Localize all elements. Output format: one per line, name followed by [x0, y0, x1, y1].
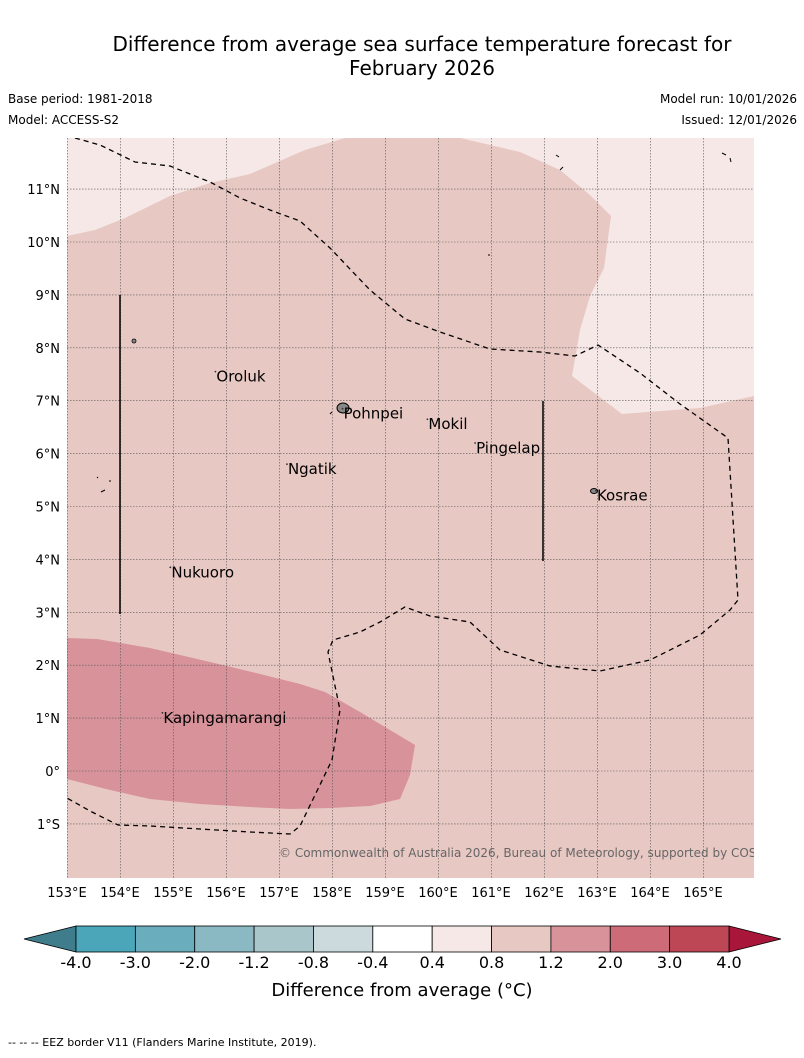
longitude-label: 162°E: [524, 886, 564, 901]
latitude-label: 1°S: [37, 818, 60, 833]
colorbar-low-extension: [23, 925, 77, 953]
place-marker: [426, 418, 429, 421]
colorbar: -4.0 -3.0 -2.0 -1.2 -0.8 -0.4 0.4 0.8 1.2 2.0 3.0 4…: [23, 925, 782, 972]
longitude-label: 158°E: [312, 886, 352, 901]
colorbar-segment: [431, 925, 492, 953]
colorbar-tick-label: 0.8: [479, 953, 504, 972]
islet-cluster: [96, 476, 111, 493]
colorbar-tick-label: -1.2: [238, 953, 269, 972]
colorbar-tick-label: 3.0: [657, 953, 682, 972]
colorbar-tick-label: 0.4: [419, 953, 444, 972]
place-marker: [341, 407, 344, 410]
place-marker: [161, 711, 164, 714]
longitude-label: 164°E: [630, 886, 670, 901]
colorbar-segment: [491, 925, 552, 953]
place-label: Ngatik: [288, 460, 337, 478]
colorbar-segment: [609, 925, 671, 953]
islet-cluster-2: [329, 152, 732, 415]
latitude-label: 6°N: [36, 448, 61, 463]
latitude-label: 7°N: [36, 395, 61, 410]
title-line-2: February 2026: [349, 56, 495, 80]
colorbar-label: Difference from average (°C): [271, 980, 533, 1001]
axis-labels: 11°N 10°N 9°N 8°N 7°N 6°N 5°N 4°N 3°N 2°N 1°N 0° 1°S…: [27, 183, 723, 901]
place-label: Mokil: [428, 415, 467, 433]
colorbar-tick-label: 4.0: [716, 953, 741, 972]
issued-date: Issued: 12/01/2026: [681, 113, 797, 127]
colorbar-tick-label: -2.0: [179, 953, 210, 972]
place-marker: [474, 442, 476, 444]
colorbar-segment: [134, 925, 196, 953]
longitude-label: 159°E: [365, 886, 405, 901]
title-line-1: Difference from average sea surface temp…: [112, 32, 732, 56]
kosrae-island: [590, 488, 598, 494]
colorbar-tick-label: -0.8: [298, 953, 329, 972]
latitude-label: 2°N: [36, 659, 61, 674]
colorbar-tick-label: 1.2: [538, 953, 563, 972]
latitude-label: 5°N: [36, 501, 61, 516]
base-period: Base period: 1981-2018: [8, 92, 153, 106]
place-label: Nukuoro: [171, 563, 234, 581]
colorbar-segment: [372, 925, 433, 953]
latitude-label: 8°N: [36, 342, 61, 357]
place-label: Oroluk: [216, 368, 265, 386]
colorbar-high-extension: [728, 925, 782, 953]
colorbar-segment: [253, 925, 314, 953]
longitude-label: 153°E: [47, 886, 87, 901]
latitude-label: 10°N: [27, 236, 60, 251]
colorbar-segment: [550, 925, 611, 953]
colorbar-tick-label: 2.0: [598, 953, 623, 972]
place-label: Kapingamarangi: [163, 709, 286, 727]
place-marker: [595, 489, 597, 492]
colorbar-tick-label: -3.0: [120, 953, 151, 972]
place-label: Kosrae: [597, 487, 648, 505]
colorbar-segment: [313, 925, 374, 953]
place-marker: [169, 566, 172, 569]
colorbar-tick-label: -0.4: [357, 953, 388, 972]
longitude-label: 163°E: [577, 886, 617, 901]
latitude-label: 3°N: [36, 606, 61, 621]
place-marker: [286, 463, 288, 466]
place-label: Pingelap: [476, 439, 540, 457]
longitude-label: 161°E: [471, 886, 511, 901]
islet: [131, 338, 137, 344]
longitude-label: 155°E: [153, 886, 193, 901]
copyright-text: © Commonwealth of Australia 2026, Bureau…: [279, 846, 784, 860]
latitude-label: 1°N: [36, 712, 61, 727]
map-title: Difference from average sea surface temp…: [0, 32, 804, 80]
model-run: Model run: 10/01/2026: [659, 92, 797, 106]
longitude-label: 160°E: [418, 886, 458, 901]
longitude-label: 157°E: [259, 886, 299, 901]
place-marker: [214, 370, 217, 373]
longitude-label: 154°E: [100, 886, 140, 901]
longitude-label: 165°E: [683, 886, 723, 901]
longitude-label: 156°E: [206, 886, 246, 901]
map-area: Oroluk Pohnpei Mokil Pingelap Ngatik Kosrae Nu…: [67, 138, 784, 878]
colorbar-segment: [669, 925, 730, 953]
latitude-label: 11°N: [27, 183, 60, 198]
model-name: Model: ACCESS-S2: [8, 113, 120, 127]
latitude-label: 9°N: [36, 289, 61, 304]
latitude-label: 0°: [45, 765, 60, 780]
colorbar-tick-label: -4.0: [60, 953, 91, 972]
latitude-label: 4°N: [36, 553, 61, 568]
colorbar-segment: [75, 925, 136, 953]
place-label: Pohnpei: [344, 405, 404, 423]
anomaly-fill-1.2-2.0: [67, 638, 415, 809]
anomaly-fill-0.4-0.8-east: [460, 138, 754, 414]
footnote: -- -- -- EEZ border V11 (Flanders Marine…: [8, 1036, 317, 1049]
colorbar-segment: [194, 925, 255, 953]
place-labels: Oroluk Pohnpei Mokil Pingelap Ngatik Kosrae Nu…: [161, 368, 648, 727]
